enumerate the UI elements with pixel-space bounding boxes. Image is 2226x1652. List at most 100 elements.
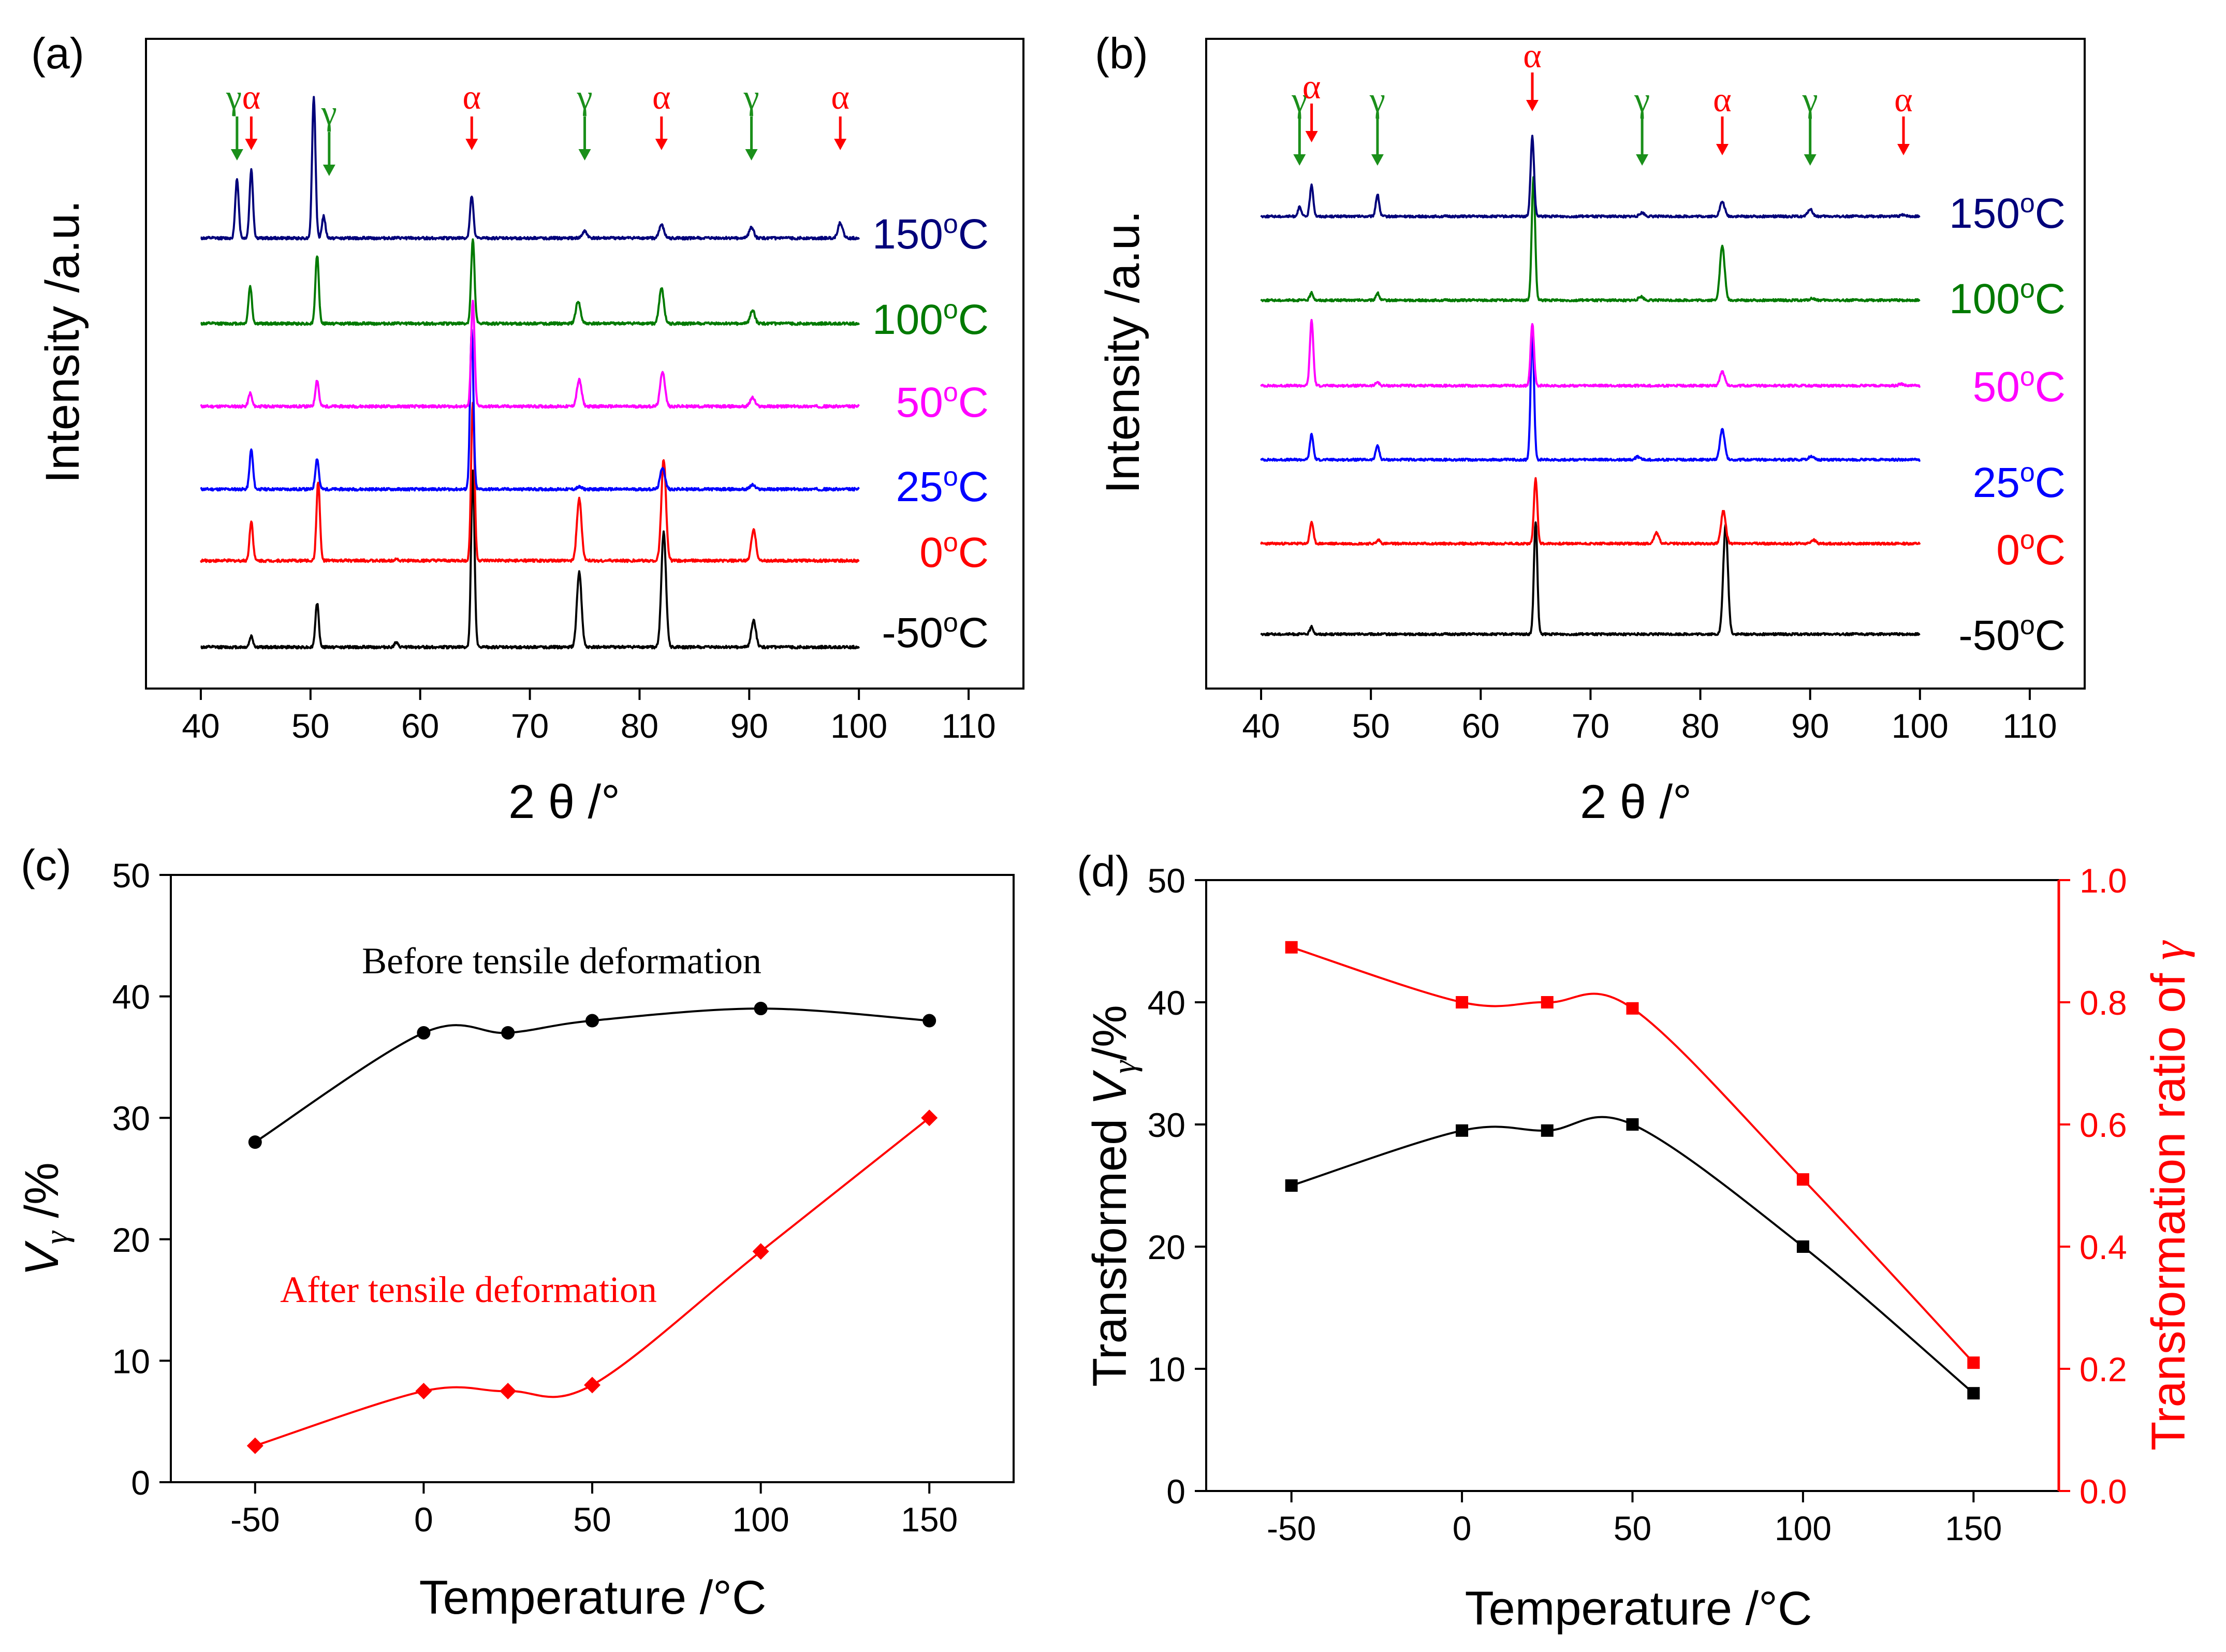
- panel-b-series-label: 0oC: [1996, 525, 2066, 574]
- panel-c-x-tick-label: 50: [573, 1500, 611, 1539]
- panel-d-y-label-v: V: [1083, 1070, 1136, 1105]
- panel-a-series-25: [200, 328, 860, 492]
- panel-d-series-line: [1291, 946, 1974, 1364]
- panel-d-data-point: [1967, 1356, 1980, 1369]
- panel-d-y-tick-label: 10: [1148, 1350, 1185, 1388]
- panel-a-frame: [145, 38, 1024, 690]
- panel-a-x-tick-label: 50: [291, 707, 329, 745]
- panel-d-y2-label-pre: Transformation ratio of: [2142, 960, 2195, 1451]
- panel-b-series-label: -50oC: [1958, 610, 2066, 659]
- chart-marks: 40 50 60 70 80 90 100 110-50oC0oC25oC50oC100oC1…: [112, 36, 2127, 1547]
- panel-b-x-tick-label: 110: [2002, 707, 2057, 745]
- panel-d-y2-label: Transformation ratio of γ: [2142, 940, 2195, 1451]
- panel-a-x-label: 2 θ /°: [508, 776, 620, 828]
- panel-a-annotation-symbol: γ: [743, 77, 759, 116]
- panel-b-series-150: [1260, 135, 1921, 219]
- panel-d-data-point: [1626, 1002, 1639, 1015]
- panel-a-annotation-arrowhead: [465, 139, 478, 150]
- panel-b-series-label: 150oC: [1949, 188, 2066, 237]
- panel-a-annotation-symbol: γ: [576, 77, 592, 116]
- panel-c-y-tick-label: 30: [112, 1099, 150, 1137]
- panel-d-y-label-pre: Transformed: [1083, 1105, 1136, 1387]
- panel-b-frame: [1205, 38, 2086, 690]
- panel-d-y2-tick-label: 0.2: [2079, 1350, 2127, 1388]
- panel-d-y-tick-label: 50: [1148, 861, 1185, 900]
- panel-d-y2-tick-label: 0.0: [2079, 1472, 2127, 1511]
- panel-d-data-point: [1541, 996, 1554, 1008]
- panel-a-x-tick-label: 40: [182, 707, 219, 745]
- panel-c-data-point: [754, 1002, 768, 1016]
- panel-d-y2-label-sym: γ: [2142, 940, 2195, 960]
- panel-c-data-point: [921, 1109, 938, 1127]
- panel-d-data-point: [1796, 1173, 1809, 1186]
- panel-b-annotation-symbol: α: [1894, 80, 1913, 119]
- panel-b-x-tick-label: 50: [1352, 707, 1389, 745]
- panel-c-y-tick-label: 10: [112, 1342, 150, 1380]
- panel-b-x-tick-label: 90: [1791, 707, 1829, 745]
- panel-c-y-tick-label: 50: [112, 856, 150, 895]
- panel-c-y-label-sub: γ: [38, 1230, 75, 1244]
- panel-b-annotation-symbol: γ: [1802, 80, 1818, 119]
- panel-a-series-label: 100oC: [872, 295, 989, 343]
- panel-c-data-point: [501, 1026, 515, 1040]
- panel-b-x-tick-label: 80: [1681, 707, 1719, 745]
- panel-c-y-label-v: V: [16, 1240, 68, 1276]
- panel-d-data-point: [1967, 1387, 1980, 1400]
- panel-a-x-tick-label: 80: [621, 707, 658, 745]
- panel-d-y2-tick-label: 0.6: [2079, 1106, 2127, 1144]
- panel-d-y-tick-label: 40: [1148, 984, 1185, 1022]
- panel-b-series-100: [1260, 176, 1921, 303]
- panel-c-y-tick-label: 20: [112, 1221, 150, 1259]
- panel-c-label: (c): [21, 841, 71, 889]
- panel-c-series-line: [255, 1117, 930, 1447]
- panel-c-data-point: [752, 1243, 769, 1260]
- panel-d-label: (d): [1077, 847, 1130, 896]
- panel-a-series--50: [200, 469, 860, 650]
- panel-d-data-point: [1626, 1118, 1639, 1131]
- panel-b-label: (b): [1095, 29, 1148, 78]
- panel-b-x-tick-label: 70: [1572, 707, 1609, 745]
- panel-c-data-point: [584, 1377, 601, 1394]
- panel-d-y-tick-label: 20: [1148, 1228, 1185, 1266]
- panel-c-data-point: [415, 1383, 432, 1400]
- panel-d-x-tick-label: 150: [1945, 1509, 2002, 1547]
- panel-c-data-point: [922, 1014, 936, 1028]
- panel-b-annotation-arrowhead: [1526, 100, 1539, 111]
- panel-b-annotation-symbol: γ: [1291, 80, 1307, 119]
- panel-b-x-tick-label: 40: [1242, 707, 1280, 745]
- panel-b: (b) Intensity /a.u. 2 θ /°: [1095, 29, 1692, 828]
- panel-d-x-tick-label: 0: [1453, 1509, 1472, 1547]
- panel-d-y-tick-label: 0: [1166, 1472, 1185, 1511]
- panel-a-annotation-symbol: α: [831, 77, 850, 116]
- panel-a-x-tick-label: 70: [511, 707, 549, 745]
- panel-b-annotation-arrowhead: [1293, 154, 1306, 166]
- panel-d-data-point: [1541, 1124, 1554, 1137]
- panel-a-annotation-arrowhead: [655, 139, 668, 150]
- panel-c-series-label-after: After tensile deformation: [280, 1269, 657, 1310]
- panel-a-annotation-symbol: γ: [321, 93, 337, 132]
- panel-c-series-line: [254, 1007, 930, 1143]
- panel-d-data-point: [1456, 1124, 1469, 1137]
- panel-a-x-tick-label: 90: [730, 707, 768, 745]
- panel-c-data-point: [417, 1026, 431, 1040]
- panel-a-series-label: -50oC: [882, 608, 989, 656]
- panel-a-series-label: 0oC: [919, 528, 989, 576]
- panel-b-series-label: 50oC: [1973, 362, 2066, 411]
- panel-a-y-label: Intensity /a.u.: [36, 200, 89, 483]
- panel-d-data-point: [1796, 1240, 1809, 1253]
- panel-d-x-tick-label: -50: [1267, 1509, 1316, 1547]
- panel-a-annotation-arrowhead: [745, 149, 758, 160]
- panel-a-annotation-symbol: γ: [226, 77, 242, 116]
- panel-c-data-point: [585, 1014, 599, 1028]
- panel-a-series-100: [200, 238, 860, 326]
- panel-b-annotation-arrowhead: [1716, 144, 1729, 155]
- panel-a-x-tick-label: 100: [830, 707, 887, 745]
- panel-b-x-tick-label: 100: [1892, 707, 1949, 745]
- panel-c-x-label: Temperature /°C: [419, 1571, 767, 1624]
- panel-a-annotation-arrowhead: [834, 139, 847, 150]
- panel-a-annotation-arrowhead: [323, 165, 335, 176]
- panel-c-y-tick-label: 0: [131, 1464, 150, 1502]
- panel-c-x-tick-label: 0: [414, 1500, 433, 1539]
- panel-a-annotation-arrowhead: [578, 149, 591, 160]
